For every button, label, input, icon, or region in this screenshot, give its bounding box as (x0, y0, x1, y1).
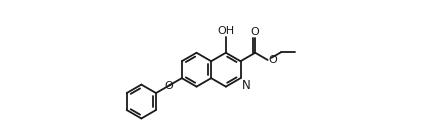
Text: O: O (251, 27, 259, 37)
Text: O: O (165, 81, 173, 91)
Text: OH: OH (217, 26, 234, 36)
Text: N: N (242, 79, 251, 92)
Text: O: O (269, 55, 278, 65)
